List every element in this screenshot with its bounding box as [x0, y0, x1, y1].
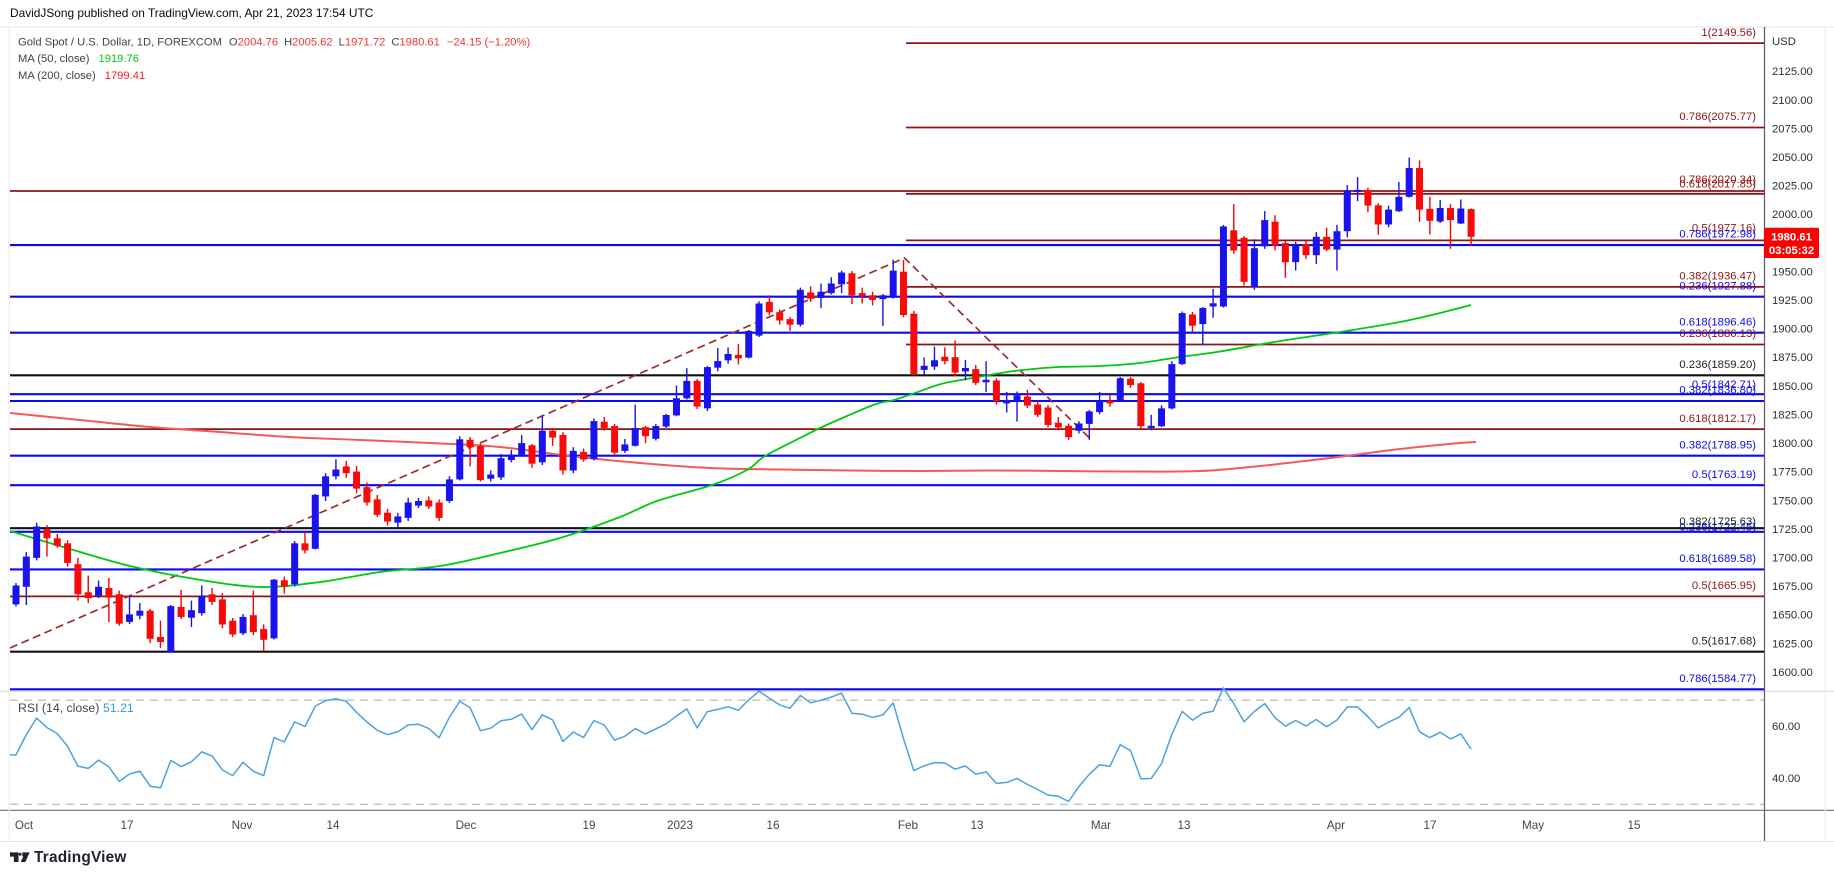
svg-text:19: 19	[582, 819, 595, 832]
svg-text:15: 15	[1627, 819, 1641, 832]
svg-text:0.786(1972.98): 0.786(1972.98)	[1679, 229, 1756, 241]
svg-text:51.21: 51.21	[103, 701, 134, 715]
svg-text:1700.00: 1700.00	[1772, 553, 1813, 565]
svg-text:2075.00: 2075.00	[1772, 123, 1813, 135]
svg-text:0.5(1665.95): 0.5(1665.95)	[1692, 580, 1756, 592]
svg-text:MA (200, close)1799.41: MA (200, close) 1799.41	[18, 70, 145, 82]
svg-text:0.382(1936.47): 0.382(1936.47)	[1679, 271, 1756, 283]
svg-text:17: 17	[120, 819, 133, 832]
svg-text:0.236(1722.45): 0.236(1722.45)	[1679, 521, 1756, 533]
svg-text:16: 16	[766, 819, 779, 832]
svg-text:0.382(1788.95): 0.382(1788.95)	[1679, 439, 1756, 451]
svg-text:1625.00: 1625.00	[1772, 638, 1813, 650]
svg-text:2000.00: 2000.00	[1772, 209, 1813, 221]
svg-text:0.5(1977.16): 0.5(1977.16)	[1692, 223, 1756, 235]
svg-text:0.5(1617.68): 0.5(1617.68)	[1692, 635, 1756, 647]
svg-text:1(2149.56): 1(2149.56)	[1701, 27, 1756, 39]
svg-text:Dec: Dec	[456, 819, 477, 832]
svg-text:13: 13	[970, 819, 983, 832]
svg-text:DavidJSong published on Tradin: DavidJSong published on TradingView.com,…	[10, 6, 374, 20]
svg-text:Oct: Oct	[15, 819, 34, 832]
svg-text:13: 13	[1177, 819, 1190, 832]
svg-text:1850.00: 1850.00	[1772, 381, 1813, 393]
svg-text:Apr: Apr	[1327, 819, 1345, 832]
svg-text:1750.00: 1750.00	[1772, 495, 1813, 507]
svg-text:Feb: Feb	[898, 819, 919, 832]
svg-text:0.5(1763.19): 0.5(1763.19)	[1692, 469, 1756, 481]
svg-text:2100.00: 2100.00	[1772, 95, 1813, 107]
svg-text:0.236(1927.88): 0.236(1927.88)	[1679, 280, 1756, 292]
svg-text:1650.00: 1650.00	[1772, 610, 1813, 622]
svg-text:Mar: Mar	[1091, 819, 1111, 832]
svg-text:0.382(1725.63): 0.382(1725.63)	[1679, 516, 1756, 528]
svg-text:2025.00: 2025.00	[1772, 181, 1813, 193]
svg-text:2125.00: 2125.00	[1772, 66, 1813, 78]
svg-text:17: 17	[1423, 819, 1436, 832]
svg-text:0.786(1584.77): 0.786(1584.77)	[1679, 673, 1756, 685]
svg-text:1600.00: 1600.00	[1772, 667, 1813, 679]
svg-text:0.618(1812.17): 0.618(1812.17)	[1679, 413, 1756, 425]
svg-text:0.786(2020.34): 0.786(2020.34)	[1679, 174, 1756, 186]
svg-text:MA (50, close)1919.76: MA (50, close) 1919.76	[18, 53, 139, 65]
svg-text:TradingView: TradingView	[34, 849, 127, 866]
svg-text:1980.61: 1980.61	[1771, 232, 1812, 244]
svg-text:2023: 2023	[667, 819, 693, 832]
svg-text:Nov: Nov	[232, 819, 253, 832]
svg-text:1950.00: 1950.00	[1772, 266, 1813, 278]
svg-text:0.618(1689.58): 0.618(1689.58)	[1679, 553, 1756, 565]
svg-text:03:05:32: 03:05:32	[1769, 245, 1814, 257]
svg-text:1900.00: 1900.00	[1772, 324, 1813, 336]
svg-text:1925.00: 1925.00	[1772, 295, 1813, 307]
svg-text:60.00: 60.00	[1772, 721, 1800, 733]
svg-text:RSI (14, close): RSI (14, close)	[18, 701, 99, 715]
svg-text:May: May	[1522, 819, 1544, 832]
svg-text:0.618(1896.46): 0.618(1896.46)	[1679, 316, 1756, 328]
svg-text:0.236(1886.13): 0.236(1886.13)	[1679, 328, 1756, 340]
svg-text:1800.00: 1800.00	[1772, 438, 1813, 450]
svg-text:1675.00: 1675.00	[1772, 581, 1813, 593]
svg-text:40.00: 40.00	[1772, 773, 1800, 785]
svg-text:1875.00: 1875.00	[1772, 352, 1813, 364]
svg-text:14: 14	[326, 819, 340, 832]
svg-text:1825.00: 1825.00	[1772, 410, 1813, 422]
svg-text:USD: USD	[1772, 36, 1796, 48]
svg-text:0.382(1836.80): 0.382(1836.80)	[1679, 385, 1756, 397]
svg-text:Gold Spot / U.S. Dollar, 1D, F: Gold Spot / U.S. Dollar, 1D, FOREXCOM O20…	[18, 37, 530, 49]
svg-text:2050.00: 2050.00	[1772, 152, 1813, 164]
svg-text:0.786(2075.77): 0.786(2075.77)	[1679, 111, 1756, 123]
svg-text:1775.00: 1775.00	[1772, 467, 1813, 479]
svg-text:0.236(1859.20): 0.236(1859.20)	[1679, 359, 1756, 371]
svg-text:0.618(2017.85): 0.618(2017.85)	[1679, 179, 1756, 191]
svg-text:1725.00: 1725.00	[1772, 524, 1813, 536]
svg-text:0.5(1842.71): 0.5(1842.71)	[1692, 379, 1756, 391]
